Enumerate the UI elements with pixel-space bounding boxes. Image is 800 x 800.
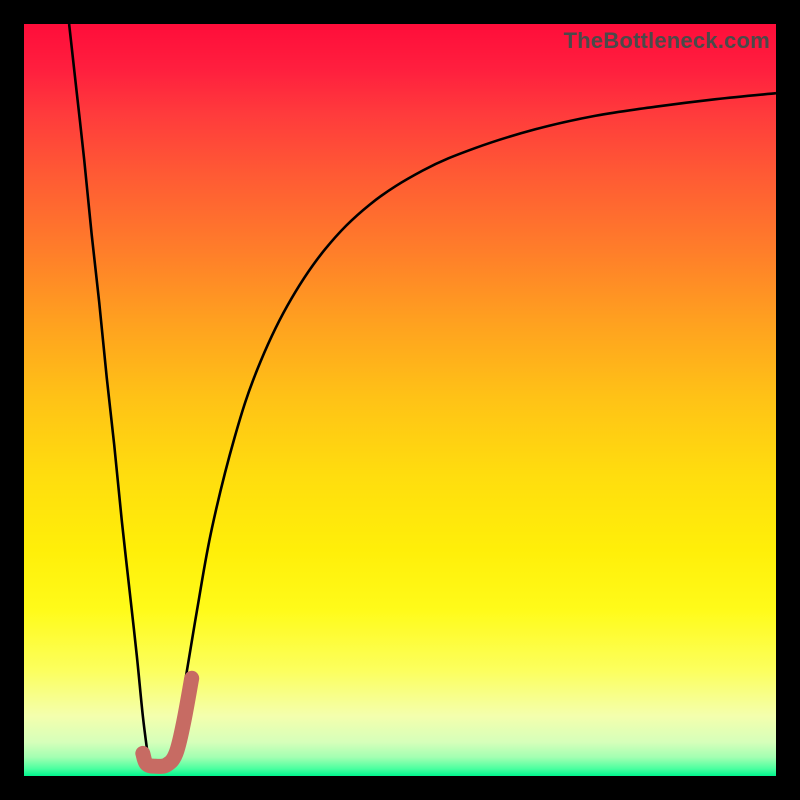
line-ascending_curve_right [171, 93, 776, 761]
chart-lines-layer [24, 24, 776, 776]
watermark-text: TheBottleneck.com [564, 28, 770, 54]
line-descending_v_left [69, 24, 148, 757]
plot-area: TheBottleneck.com [24, 24, 776, 776]
chart-frame: TheBottleneck.com [0, 0, 800, 800]
line-j_marker [143, 678, 192, 766]
